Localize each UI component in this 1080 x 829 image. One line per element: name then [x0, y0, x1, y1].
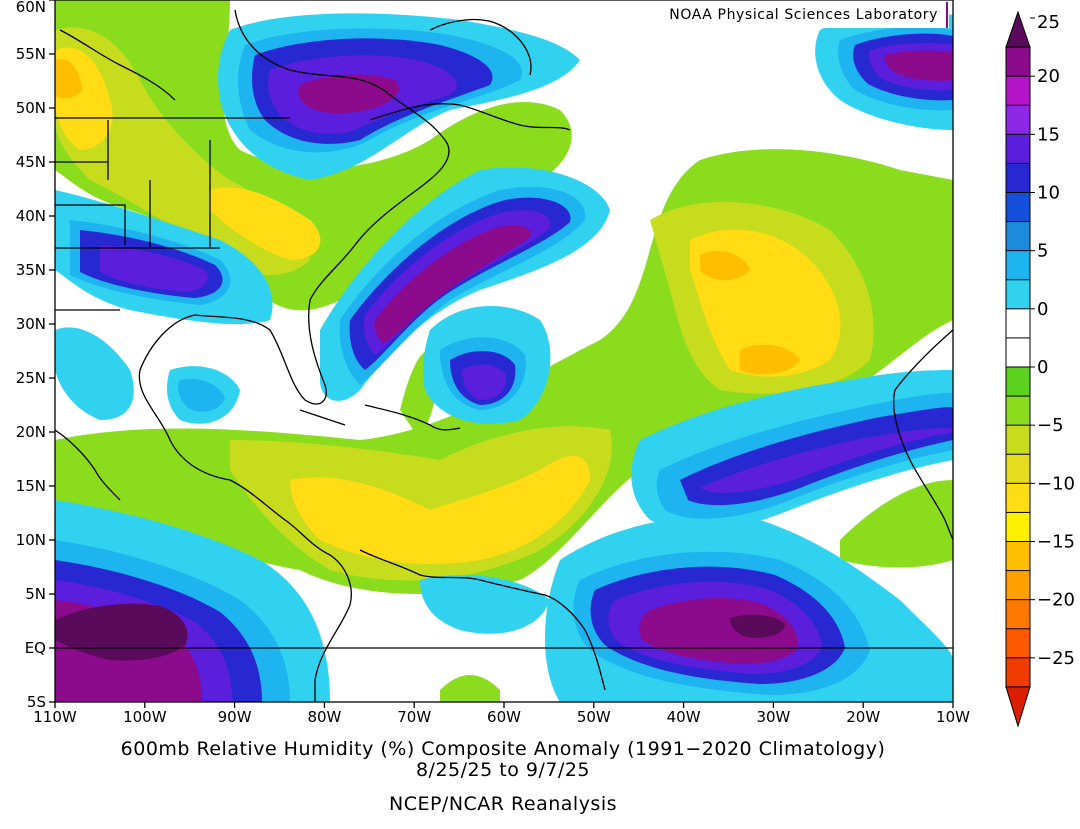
colorbar-swatch	[1005, 75, 1031, 107]
lat-tick-label: 20N	[16, 423, 46, 441]
credit-label: NOAA Physical Sciences Laboratory	[669, 7, 938, 23]
lat-tick-label: 5S	[27, 693, 46, 711]
latitude-axis: 60N 55N 50N 45N 40N 35N 30N 25N 20N 15N 10N 5N EQ 5S	[16, 0, 55, 711]
credit-box	[577, 2, 949, 28]
colorbar-swatch	[1005, 337, 1031, 368]
lat-tick-label: 40N	[16, 207, 46, 225]
lon-tick-label: 50W	[577, 708, 611, 726]
colorbar-label: 0	[1037, 357, 1048, 378]
colorbar-swatch	[1005, 570, 1031, 601]
colorbar-swatch	[1005, 279, 1031, 310]
colorbar-swatch	[1005, 250, 1031, 281]
colorbar-label: 20	[1037, 66, 1060, 87]
colorbar-swatch	[1005, 10, 1031, 48]
colorbar-swatch	[1005, 599, 1031, 630]
colorbar-label: 25	[1037, 12, 1060, 33]
colorbar-label: 0	[1037, 299, 1048, 320]
lon-tick-label: 10W	[936, 708, 970, 726]
colorbar: 25 20 15 10 5 0 0 −5 −10 −15 −20 −25	[1005, 10, 1075, 728]
lon-tick-label: 60W	[487, 708, 521, 726]
longitude-axis: 110W 100W 90W 80W 70W 60W 50W 40W 30W 20W 10W	[33, 702, 970, 726]
colorbar-swatch	[1005, 104, 1031, 136]
colorbar-label: −25	[1037, 648, 1075, 669]
colorbar-label: −20	[1037, 590, 1075, 611]
colorbar-swatch	[1005, 46, 1031, 78]
humidity-anomaly-field	[55, 0, 953, 702]
lat-tick-label: 15N	[16, 477, 46, 495]
colorbar-swatch	[1005, 133, 1031, 165]
colorbar-swatch	[1005, 482, 1031, 514]
colorbar-swatch	[1005, 395, 1031, 427]
colorbar-swatch	[1005, 657, 1031, 688]
lat-tick-label: 10N	[16, 531, 46, 549]
colorbar-swatch	[1005, 162, 1031, 194]
colorbar-swatch	[1005, 366, 1031, 398]
colorbar-label: 10	[1037, 183, 1060, 204]
lon-tick-label: 110W	[33, 708, 77, 726]
colorbar-swatch	[1005, 541, 1031, 572]
lat-tick-label: 30N	[16, 315, 46, 333]
lat-tick-label: 35N	[16, 261, 46, 279]
title-line-3: NCEP/NCAR Reanalysis	[389, 793, 617, 815]
lat-tick-label: EQ	[25, 639, 46, 657]
lat-tick-label: 5N	[25, 585, 46, 603]
lat-tick-label: 60N	[16, 0, 46, 16]
lon-tick-label: 30W	[756, 708, 790, 726]
colorbar-label: −10	[1037, 473, 1075, 494]
lon-tick-label: 40W	[667, 708, 701, 726]
colorbar-swatch	[1005, 424, 1031, 456]
lon-tick-label: 70W	[397, 708, 431, 726]
title-line-2: 8/25/25 to 9/7/25	[416, 759, 590, 781]
lon-tick-label: 100W	[123, 708, 167, 726]
coastlines	[55, 9, 953, 702]
title-line-1: 600mb Relative Humidity (%) Composite An…	[121, 738, 886, 760]
colorbar-swatch	[1005, 221, 1031, 252]
colorbar-swatch	[1005, 511, 1031, 543]
colorbar-swatch	[1005, 308, 1031, 339]
lon-tick-label: 90W	[218, 708, 252, 726]
colorbar-label: 5	[1037, 241, 1048, 262]
colorbar-label: −15	[1037, 532, 1075, 553]
lon-tick-label: 80W	[307, 708, 341, 726]
colorbar-swatch	[1005, 686, 1031, 728]
colorbar-label: −5	[1037, 415, 1064, 436]
lat-tick-label: 50N	[16, 99, 46, 117]
colorbar-swatch	[1005, 453, 1031, 485]
lat-tick-label: 45N	[16, 153, 46, 171]
lat-tick-label: 25N	[16, 369, 46, 387]
lon-tick-label: 20W	[846, 708, 880, 726]
colorbar-swatch	[1005, 628, 1031, 659]
lat-tick-label: 55N	[16, 45, 46, 63]
colorbar-label: 15	[1037, 124, 1060, 145]
colorbar-swatch	[1005, 192, 1031, 223]
